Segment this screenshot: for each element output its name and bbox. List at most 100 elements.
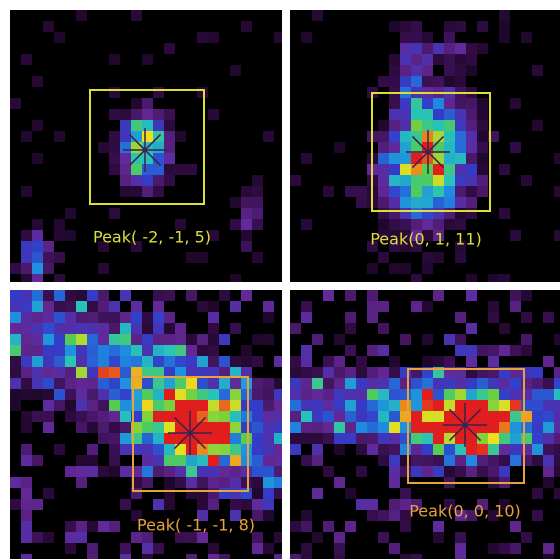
- pixel: [554, 466, 560, 477]
- pixel: [367, 290, 378, 301]
- pixel: [466, 444, 477, 455]
- pixel: [455, 252, 466, 263]
- pixel: [87, 367, 98, 378]
- pixel: [142, 411, 153, 422]
- pixel: [197, 455, 208, 466]
- pixel: [477, 345, 488, 356]
- pixel: [175, 164, 186, 175]
- pixel: [263, 312, 274, 323]
- pixel: [197, 356, 208, 367]
- pixel: [21, 499, 32, 510]
- pixel: [510, 444, 521, 455]
- pixel: [521, 290, 532, 301]
- pixel: [378, 323, 389, 334]
- pixel: [543, 312, 554, 323]
- pixel: [32, 219, 43, 230]
- pixel: [411, 120, 422, 131]
- pixel: [389, 120, 400, 131]
- pixel: [208, 477, 219, 488]
- pixel: [477, 43, 488, 54]
- pixel: [411, 411, 422, 422]
- pixel: [389, 466, 400, 477]
- pixel: [241, 444, 252, 455]
- pixel: [131, 164, 142, 175]
- pixel: [356, 400, 367, 411]
- pixel: [109, 131, 120, 142]
- pixel: [554, 422, 560, 433]
- pixel: [263, 400, 274, 411]
- pixel: [433, 175, 444, 186]
- pixel: [76, 532, 87, 543]
- pixel: [10, 345, 21, 356]
- pixel: [389, 131, 400, 142]
- pixel: [543, 477, 554, 488]
- pixel: [422, 197, 433, 208]
- pixel: [378, 197, 389, 208]
- pixel: [488, 433, 499, 444]
- pixel: [230, 301, 241, 312]
- pixel: [444, 153, 455, 164]
- pixel: [400, 197, 411, 208]
- pixel: [411, 444, 422, 455]
- pixel: [378, 153, 389, 164]
- pixel: [532, 378, 543, 389]
- pixel: [466, 142, 477, 153]
- pixel: [532, 367, 543, 378]
- pixel: [510, 345, 521, 356]
- pixel: [76, 323, 87, 334]
- pixel: [241, 378, 252, 389]
- pixel: [444, 76, 455, 87]
- pixel: [422, 175, 433, 186]
- pixel: [252, 208, 263, 219]
- pixel: [32, 323, 43, 334]
- pixel: [334, 422, 345, 433]
- pixel: [301, 554, 312, 559]
- pixel: [554, 455, 560, 466]
- pixel: [477, 98, 488, 109]
- pixel: [543, 455, 554, 466]
- pixel: [131, 109, 142, 120]
- pixel: [186, 389, 197, 400]
- pixel: [455, 543, 466, 554]
- pixel: [356, 433, 367, 444]
- pixel: [488, 422, 499, 433]
- pixel: [43, 21, 54, 32]
- pixel: [444, 197, 455, 208]
- pixel: [142, 378, 153, 389]
- pixel: [312, 10, 323, 21]
- pixel: [109, 378, 120, 389]
- pixel: [301, 345, 312, 356]
- pixel: [356, 367, 367, 378]
- pixel: [422, 455, 433, 466]
- pixel: [345, 389, 356, 400]
- pixel: [510, 98, 521, 109]
- pixel: [400, 334, 411, 345]
- pixel: [400, 164, 411, 175]
- pixel: [219, 488, 230, 499]
- pixel: [197, 389, 208, 400]
- pixel: [510, 455, 521, 466]
- pixel: [510, 521, 521, 532]
- pixel: [345, 323, 356, 334]
- pixel: [109, 367, 120, 378]
- pixel: [10, 98, 21, 109]
- pixel: [532, 400, 543, 411]
- pixel: [433, 433, 444, 444]
- pixel: [323, 367, 334, 378]
- pixel: [290, 378, 301, 389]
- pixel: [488, 455, 499, 466]
- pixel: [263, 444, 274, 455]
- peak-label: Peak(0, 1, 11): [370, 230, 482, 249]
- pixel: [422, 334, 433, 345]
- pixel: [444, 433, 455, 444]
- pixel: [175, 389, 186, 400]
- pixel: [142, 345, 153, 356]
- pixel: [76, 356, 87, 367]
- pixel: [378, 142, 389, 153]
- pixel: [186, 345, 197, 356]
- pixel: [411, 466, 422, 477]
- pixel: [477, 142, 488, 153]
- pixel: [142, 389, 153, 400]
- pixel: [54, 252, 65, 263]
- pixel: [455, 312, 466, 323]
